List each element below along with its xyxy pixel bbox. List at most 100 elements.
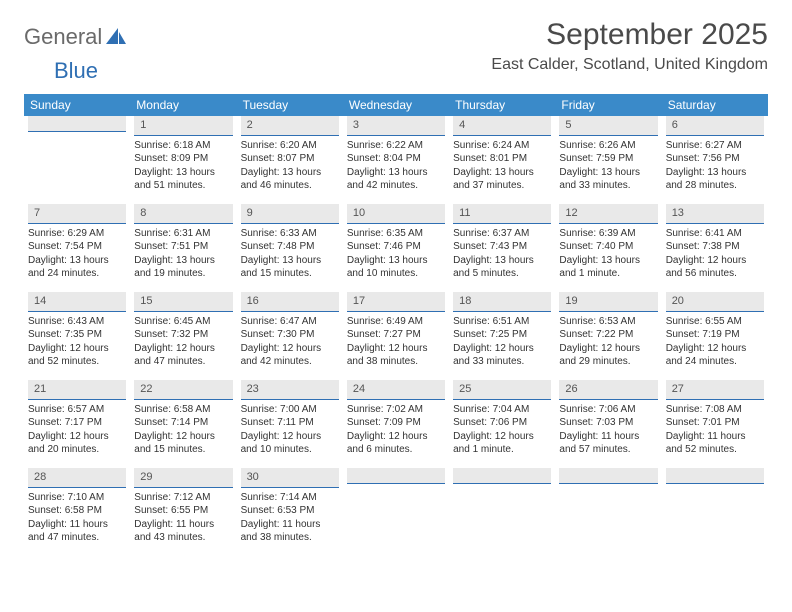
calendar-cell: 28Sunrise: 7:10 AMSunset: 6:58 PMDayligh… [24, 468, 130, 556]
day-number: 16 [241, 292, 339, 312]
calendar-cell: 7Sunrise: 6:29 AMSunset: 7:54 PMDaylight… [24, 204, 130, 292]
calendar-cell: 25Sunrise: 7:04 AMSunset: 7:06 PMDayligh… [449, 380, 555, 468]
day-number: 11 [453, 204, 551, 224]
calendar-cell [24, 116, 130, 204]
day-number: 27 [666, 380, 764, 400]
sunrise-text: Sunrise: 6:20 AM [241, 139, 339, 153]
daylight-text: Daylight: 12 hours and 24 minutes. [666, 342, 764, 369]
day-number: 21 [28, 380, 126, 400]
daylight-text: Daylight: 11 hours and 52 minutes. [666, 430, 764, 457]
sunset-text: Sunset: 7:27 PM [347, 328, 445, 342]
day-number [453, 468, 551, 484]
calendar-cell: 12Sunrise: 6:39 AMSunset: 7:40 PMDayligh… [555, 204, 661, 292]
daylight-text: Daylight: 12 hours and 29 minutes. [559, 342, 657, 369]
sunrise-text: Sunrise: 6:47 AM [241, 315, 339, 329]
sunset-text: Sunset: 7:09 PM [347, 416, 445, 430]
day-header: Friday [555, 94, 661, 116]
sunset-text: Sunset: 6:58 PM [28, 504, 126, 518]
calendar-cell: 4Sunrise: 6:24 AMSunset: 8:01 PMDaylight… [449, 116, 555, 204]
sunrise-text: Sunrise: 7:02 AM [347, 403, 445, 417]
calendar-cell: 11Sunrise: 6:37 AMSunset: 7:43 PMDayligh… [449, 204, 555, 292]
sunrise-text: Sunrise: 6:58 AM [134, 403, 232, 417]
sunrise-text: Sunrise: 6:41 AM [666, 227, 764, 241]
sunset-text: Sunset: 7:01 PM [666, 416, 764, 430]
calendar-cell: 29Sunrise: 7:12 AMSunset: 6:55 PMDayligh… [130, 468, 236, 556]
calendar-cell: 10 Sunrise: 6:35 AMSunset: 7:46 PMDayligh… [343, 204, 449, 292]
calendar-cell: 21Sunrise: 6:57 AMSunset: 7:17 PMDayligh… [24, 380, 130, 468]
sunset-text: Sunset: 7:22 PM [559, 328, 657, 342]
calendar-cell: 20Sunrise: 6:55 AMSunset: 7:19 PMDayligh… [662, 292, 768, 380]
sunrise-text: Sunrise: 6:33 AM [241, 227, 339, 241]
day-number: 17 [347, 292, 445, 312]
sunrise-text: Sunrise: 7:10 AM [28, 491, 126, 505]
sunset-text: Sunset: 8:04 PM [347, 152, 445, 166]
calendar-cell: 19Sunrise: 6:53 AMSunset: 7:22 PMDayligh… [555, 292, 661, 380]
calendar-cell: 1Sunrise: 6:18 AMSunset: 8:09 PMDaylight… [130, 116, 236, 204]
calendar-cell: 18Sunrise: 6:51 AMSunset: 7:25 PMDayligh… [449, 292, 555, 380]
sunset-text: Sunset: 6:55 PM [134, 504, 232, 518]
sunrise-text: Sunrise: 7:04 AM [453, 403, 551, 417]
day-header: Saturday [662, 94, 768, 116]
day-number: 29 [134, 468, 232, 488]
calendar-cell: 6Sunrise: 6:27 AMSunset: 7:56 PMDaylight… [662, 116, 768, 204]
daylight-text: Daylight: 13 hours and 37 minutes. [453, 166, 551, 193]
day-number: 5 [559, 116, 657, 136]
calendar-cell: 26Sunrise: 7:06 AMSunset: 7:03 PMDayligh… [555, 380, 661, 468]
calendar-cell: 24Sunrise: 7:02 AMSunset: 7:09 PMDayligh… [343, 380, 449, 468]
brand-logo: General [24, 18, 128, 50]
sunset-text: Sunset: 7:40 PM [559, 240, 657, 254]
brand-part1: General [24, 24, 102, 50]
sunrise-text: Sunrise: 6:35 AM [347, 227, 445, 241]
daylight-text: Daylight: 12 hours and 42 minutes. [241, 342, 339, 369]
sunrise-text: Sunrise: 7:14 AM [241, 491, 339, 505]
day-number: 28 [28, 468, 126, 488]
calendar-week-row: 28 Sunrise: 7:10 AMSunset: 6:58 PM Dayligh… [24, 468, 768, 556]
sunset-text: Sunset: 7:19 PM [666, 328, 764, 342]
sunset-text: Sunset: 8:01 PM [453, 152, 551, 166]
calendar-week-row: 14Sunrise: 6:43 AMSunset: 7:35 PMDayligh… [24, 292, 768, 380]
daylight-text: Daylight: 12 hours and 33 minutes. [453, 342, 551, 369]
sunset-text: Sunset: 7:54 PM [28, 240, 126, 254]
sunrise-text: Sunrise: 6:57 AM [28, 403, 126, 417]
day-number: 4 [453, 116, 551, 136]
day-number: 10 [347, 204, 445, 224]
daylight-text: Daylight: 11 hours and 38 minutes. [241, 518, 339, 545]
day-number: 19 [559, 292, 657, 312]
calendar-cell: 17 Sunrise: 6:49 AMSunset: 7:27 PMDayligh… [343, 292, 449, 380]
sunrise-text: Sunrise: 6:22 AM [347, 139, 445, 153]
day-header: Monday [130, 94, 236, 116]
sunrise-text: Sunrise: 6:43 AM [28, 315, 126, 329]
sunrise-text: Sunrise: 6:37 AM [453, 227, 551, 241]
daylight-text: Daylight: 13 hours and 33 minutes. [559, 166, 657, 193]
calendar-cell: 9Sunrise: 6:33 AMSunset: 7:48 PMDaylight… [237, 204, 343, 292]
daylight-text: Daylight: 13 hours and 24 minutes. [28, 254, 126, 281]
calendar-table: Sunday Monday Tuesday Wednesday Thursday… [24, 94, 768, 556]
sunrise-text: Sunrise: 7:08 AM [666, 403, 764, 417]
sunrise-text: Sunrise: 6:49 AM [347, 315, 445, 329]
calendar-cell: 22Sunrise: 6:58 AMSunset: 7:14 PMDayligh… [130, 380, 236, 468]
sunset-text: Sunset: 8:09 PM [134, 152, 232, 166]
sunset-text: Sunset: 7:46 PM [347, 240, 445, 254]
day-header: Wednesday [343, 94, 449, 116]
location-subtitle: East Calder, Scotland, United Kingdom [491, 56, 768, 74]
day-number: 23 [241, 380, 339, 400]
sunrise-text: Sunrise: 6:31 AM [134, 227, 232, 241]
calendar-cell: 8Sunrise: 6:31 AMSunset: 7:51 PMDaylight… [130, 204, 236, 292]
day-number [28, 116, 126, 132]
sunset-text: Sunset: 7:51 PM [134, 240, 232, 254]
sunset-text: Sunset: 7:59 PM [559, 152, 657, 166]
month-title: September 2025 [491, 18, 768, 52]
day-number: 6 [666, 116, 764, 136]
daylight-text: Daylight: 13 hours and 19 minutes. [134, 254, 232, 281]
sunset-text: Sunset: 7:48 PM [241, 240, 339, 254]
daylight-text: Daylight: 13 hours and 10 minutes. [347, 254, 445, 281]
calendar-cell: 3Sunrise: 6:22 AMSunset: 8:04 PMDaylight… [343, 116, 449, 204]
calendar-cell [343, 468, 449, 556]
day-number: 18 [453, 292, 551, 312]
calendar-cell: 30Sunrise: 7:14 AMSunset: 6:53 PMDayligh… [237, 468, 343, 556]
daylight-text: Daylight: 13 hours and 15 minutes. [241, 254, 339, 281]
daylight-text: Daylight: 12 hours and 38 minutes. [347, 342, 445, 369]
day-header: Sunday [24, 94, 130, 116]
sunrise-text: Sunrise: 6:29 AM [28, 227, 126, 241]
day-number: 2 [241, 116, 339, 136]
